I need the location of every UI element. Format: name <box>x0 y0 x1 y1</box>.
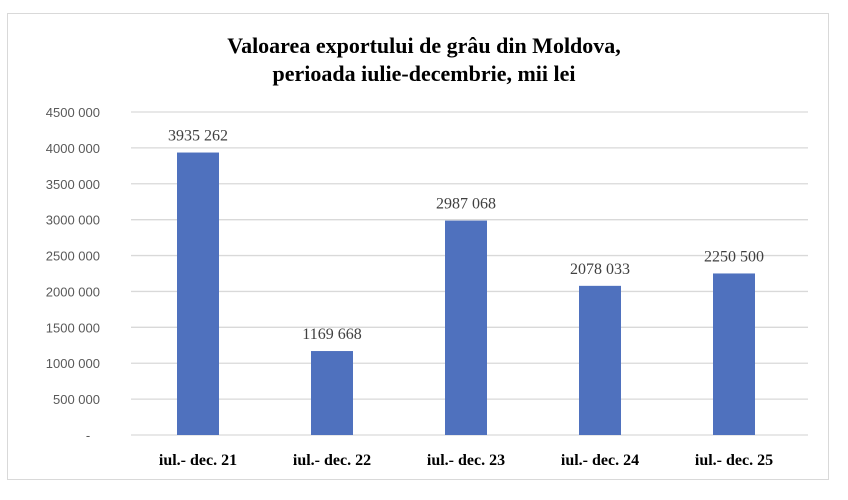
x-tick-label: iul.- dec. 24 <box>561 452 639 469</box>
bar <box>579 285 621 435</box>
data-label: 1169 668 <box>302 326 361 343</box>
y-tick-label: 4000 000 <box>46 141 100 156</box>
y-tick-label: - <box>86 428 90 443</box>
bar <box>445 220 487 435</box>
y-tick-label: 1000 000 <box>46 356 100 371</box>
y-tick-label: 2500 000 <box>46 249 100 264</box>
data-label: 3935 262 <box>168 128 228 145</box>
y-tick-label: 3500 000 <box>46 177 100 192</box>
x-tick-label: iul.- dec. 25 <box>695 452 773 469</box>
chart-frame <box>7 13 829 480</box>
y-tick-label: 4500 000 <box>46 105 100 120</box>
y-tick-label: 2000 000 <box>46 284 100 299</box>
bar <box>713 273 755 435</box>
y-tick-label: 1500 000 <box>46 320 100 335</box>
bar <box>311 351 353 435</box>
chart-title-line-2: perioada iulie-decembrie, mii lei <box>272 61 575 86</box>
y-tick-label: 3000 000 <box>46 213 100 228</box>
data-label: 2078 033 <box>570 261 630 278</box>
x-tick-label: iul.- dec. 22 <box>293 452 371 469</box>
y-tick-label: 500 000 <box>53 392 100 407</box>
data-label: 2250 500 <box>704 248 764 265</box>
chart-title-line-1: Valoarea exportului de grâu din Moldova, <box>227 33 621 58</box>
x-tick-label: iul.- dec. 23 <box>427 452 505 469</box>
x-tick-label: iul.- dec. 21 <box>159 452 237 469</box>
bar <box>177 152 219 435</box>
data-label: 2987 068 <box>436 196 496 213</box>
